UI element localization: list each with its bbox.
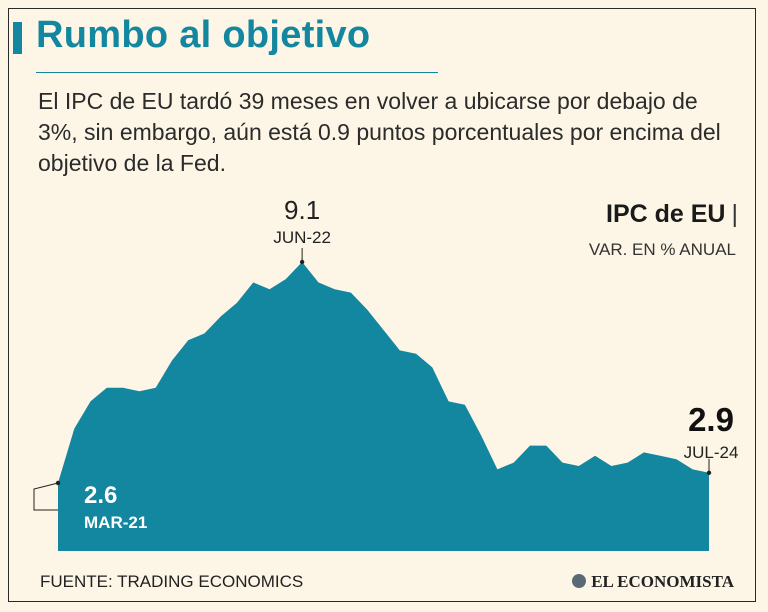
- legend-subtitle: VAR. EN % ANUAL: [588, 240, 736, 259]
- end-date-label: JUL-24: [684, 443, 739, 462]
- legend-title: IPC de EU |: [606, 200, 738, 229]
- title-underline: [36, 72, 438, 73]
- start-leader-line: [33, 482, 59, 511]
- legend-separator: |: [731, 200, 739, 228]
- chart-subtitle: El IPC de EU tardó 39 meses en volver a …: [38, 88, 721, 176]
- peak-value-label: 9.1: [284, 195, 320, 225]
- source-note: FUENTE: TRADING ECONOMICS: [40, 572, 304, 591]
- start-value-label: 2.6: [84, 482, 117, 509]
- end-marker: [706, 470, 712, 475]
- cpi-area: [58, 262, 709, 551]
- peak-date-label: JUN-22: [273, 228, 331, 247]
- end-value-label: 2.9: [688, 401, 734, 438]
- legend-title-text: IPC de EU: [606, 200, 726, 228]
- brand-name: EL ECONOMISTA: [591, 572, 734, 591]
- chart-title: Rumbo al objetivo: [36, 14, 371, 56]
- start-date-label: MAR-21: [84, 513, 147, 532]
- chart-frame: [8, 8, 756, 602]
- title-accent-bar: [13, 22, 22, 54]
- start-marker: [55, 480, 61, 486]
- brand-icon: [572, 574, 587, 588]
- peak-marker: [299, 259, 305, 265]
- brand-logo: EL ECONOMISTA: [572, 572, 734, 592]
